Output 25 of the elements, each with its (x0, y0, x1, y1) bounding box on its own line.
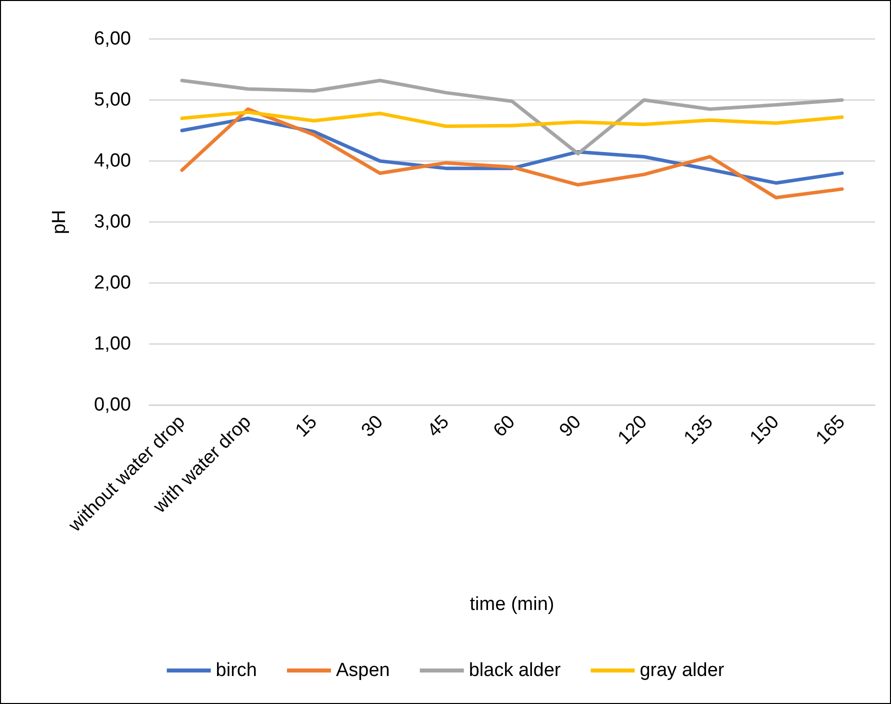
x-tick-label: 30 (358, 412, 388, 442)
legend-label: Aspen (336, 660, 390, 681)
y-tick-label: 0,00 (94, 394, 131, 416)
y-tick-label: 6,00 (94, 28, 131, 50)
legend-label: black alder (468, 660, 562, 681)
x-tick-label: 165 (812, 412, 850, 449)
legend-label: birch (216, 660, 257, 681)
x-tick-label: 120 (614, 412, 652, 449)
y-tick-label: 3,00 (94, 212, 131, 232)
x-tick-label: 135 (680, 412, 718, 449)
x-tick-label: 45 (424, 412, 454, 442)
x-axis-title: time (min) (470, 594, 554, 615)
y-tick-label: 5,00 (94, 90, 131, 110)
line-series (180, 110, 844, 128)
x-tick-label: 150 (746, 412, 784, 449)
line-series (180, 107, 844, 200)
line-series (180, 78, 844, 156)
x-tick-label: 15 (292, 412, 322, 442)
y-tick-label: 1,00 (94, 334, 131, 354)
x-tick-label: 90 (556, 412, 586, 442)
y-axis-title: pH (49, 210, 70, 234)
legend-label: gray alder (640, 660, 725, 681)
x-tick-label: 60 (490, 412, 520, 442)
y-tick-label: 2,00 (94, 272, 131, 294)
y-tick-label: 4,00 (94, 150, 131, 172)
